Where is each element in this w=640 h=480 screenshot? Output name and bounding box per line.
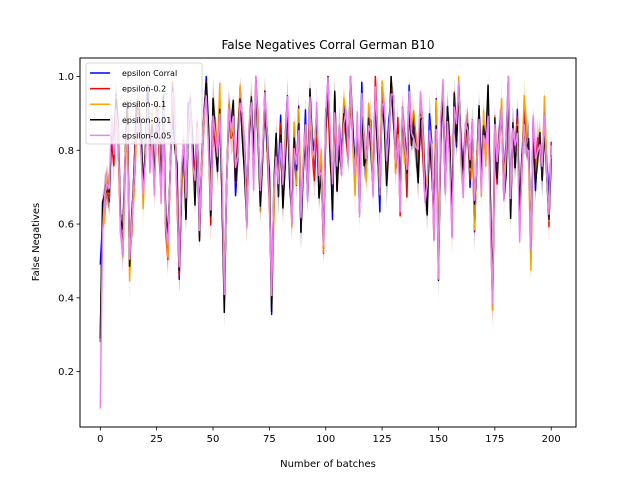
legend-label: epsilon-0.01 xyxy=(122,116,171,125)
x-tick-label: 175 xyxy=(485,434,504,445)
y-tick-label: 0.2 xyxy=(58,367,74,378)
x-axis: 0 25 50 75 100 125 150 175 200 xyxy=(97,427,561,445)
y-tick-label: 1.0 xyxy=(58,72,74,83)
series-band-3 xyxy=(100,76,552,361)
axes-frame xyxy=(79,57,577,428)
y-tick-label: 0.8 xyxy=(58,146,74,157)
y-tick-label: 0.4 xyxy=(58,293,74,304)
y-axis-title: False Negatives xyxy=(31,203,42,281)
x-tick-label: 75 xyxy=(263,434,276,445)
y-tick-label: 0.6 xyxy=(58,220,74,231)
x-tick-label: 50 xyxy=(207,434,220,445)
x-tick-label: 125 xyxy=(373,434,392,445)
legend-label: epsilon Corral xyxy=(122,69,177,78)
legend: epsilon Corral epsilon-0.2 epsilon-0.1 epsi… xyxy=(85,62,203,145)
legend-label: epsilon-0.1 xyxy=(122,100,166,109)
legend-label: epsilon-0.05 xyxy=(122,131,171,140)
legend-box xyxy=(85,62,203,145)
x-tick-label: 100 xyxy=(316,434,335,445)
chart-title: False Negatives Corral German B10 xyxy=(221,38,434,52)
x-axis-title: Number of batches xyxy=(280,459,376,470)
legend-label: epsilon-0.2 xyxy=(122,85,166,94)
x-tick-label: 200 xyxy=(542,434,561,445)
y-axis: 0.2 0.4 0.6 0.8 1.0 xyxy=(58,72,80,378)
x-tick-label: 25 xyxy=(150,434,163,445)
x-tick-label: 0 xyxy=(97,434,103,445)
x-tick-label: 150 xyxy=(429,434,448,445)
